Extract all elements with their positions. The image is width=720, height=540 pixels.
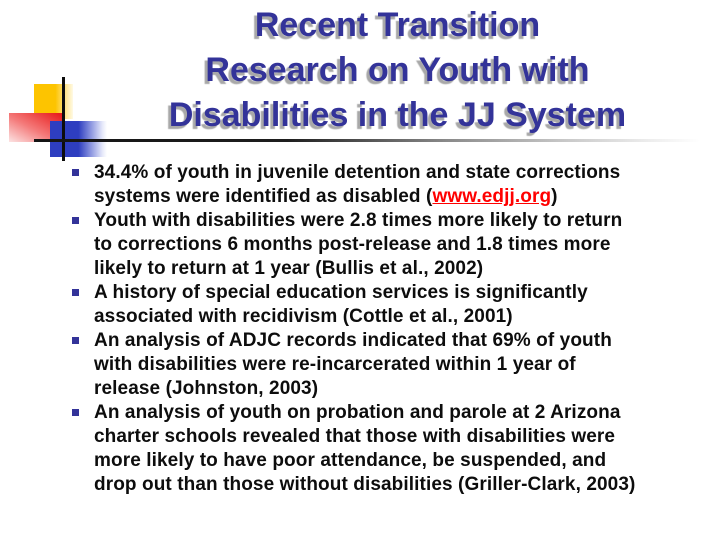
list-item: A history of special education services …: [72, 281, 656, 329]
slide-title: Recent Transition Research on Youth with…: [168, 6, 627, 134]
list-item: An analysis of ADJC records indicated th…: [72, 329, 656, 401]
decor-vertical-line: [62, 77, 65, 161]
bullet-square-icon: [72, 217, 79, 224]
list-item: Youth with disabilities were 2.8 times m…: [72, 209, 656, 281]
bullet-text: 34.4% of youth in juvenile detention and…: [94, 162, 621, 207]
list-item: 34.4% of youth in juvenile detention and…: [72, 161, 656, 209]
list-item: An analysis of youth on probation and pa…: [72, 401, 656, 497]
bullet-text: An analysis of ADJC records indicated th…: [94, 330, 612, 399]
title-underline-rule: [34, 139, 700, 142]
bullet-text: An analysis of youth on probation and pa…: [94, 402, 636, 495]
bullet-square-icon: [72, 409, 79, 416]
bullet-list: 34.4% of youth in juvenile detention and…: [72, 161, 656, 497]
bullet-text: A history of special education services …: [94, 282, 588, 327]
bullet-text: ): [551, 186, 558, 207]
bullet-square-icon: [72, 169, 79, 176]
bullet-square-icon: [72, 337, 79, 344]
bullet-text: Youth with disabilities were 2.8 times m…: [94, 210, 623, 279]
bullet-square-icon: [72, 289, 79, 296]
edjj-link[interactable]: www.edjj.org: [432, 186, 552, 207]
